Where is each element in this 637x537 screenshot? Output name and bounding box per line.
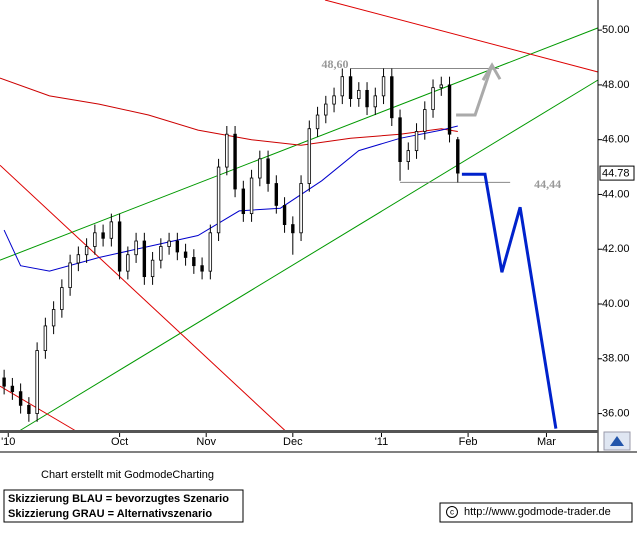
x-tick-label: Mar: [537, 436, 556, 448]
url: http://www.godmode-trader.de: [464, 506, 611, 518]
candle-body: [43, 325, 48, 351]
candle-body: [183, 251, 188, 258]
candle-body: [299, 183, 303, 234]
x-tick-label: Oct: [111, 436, 128, 448]
candle-body: [18, 391, 23, 406]
credit: Chart erstellt mit GodmodeCharting: [41, 469, 214, 481]
y-tick-label: 38.00: [602, 353, 630, 365]
trend-line: [19, 79, 599, 431]
candle-body: [365, 89, 369, 108]
trend-line: [0, 164, 286, 431]
candle-body: [406, 150, 410, 162]
scenario-blue: [461, 172, 558, 429]
candle-body: [307, 128, 312, 184]
y-tick-label: 46.00: [602, 134, 630, 146]
legend-box: [3, 489, 244, 523]
candle-body: [10, 385, 15, 393]
candle-body: [159, 246, 163, 261]
candle-body: [192, 257, 196, 267]
plot-area: [0, 0, 599, 431]
scenario-gray: [456, 64, 494, 117]
candle-body: [249, 177, 254, 215]
y-tick-label: 50.00: [602, 24, 630, 36]
candle-body: [398, 117, 402, 162]
trend-line: [0, 27, 599, 261]
candle-body: [150, 259, 155, 278]
y-tick-label: 42.00: [602, 243, 630, 255]
candle-body: [241, 188, 246, 215]
candle-body: [27, 404, 31, 414]
candle-body: [225, 133, 229, 168]
arrow-head: [481, 62, 502, 81]
candle-body: [76, 254, 81, 264]
candle-body: [447, 84, 452, 135]
candle-body: [109, 221, 114, 239]
x-tick-label: '10: [1, 436, 15, 448]
candle-body: [340, 76, 345, 97]
candle-body: [414, 131, 419, 152]
level-label: 48,60: [322, 57, 349, 71]
x-tick-label: Nov: [196, 436, 216, 448]
candle-body: [93, 232, 97, 247]
candle-body: [51, 309, 56, 327]
x-tick-label: '11: [375, 436, 389, 448]
candle-body: [266, 158, 270, 184]
candle-body: [456, 139, 460, 174]
candle-body: [233, 133, 237, 190]
candle-body: [348, 76, 353, 99]
y-tick-label: 48.00: [602, 79, 630, 91]
candle-body: [84, 246, 89, 256]
candle-body: [423, 109, 427, 132]
legend-blue: Skizzierung BLAU = bevorzugtes Szenario: [8, 493, 229, 505]
candle-body: [431, 87, 435, 110]
candle-body: [35, 350, 39, 414]
last-price-label: 44.78: [602, 168, 630, 180]
candle-body: [175, 240, 180, 253]
candle-body: [167, 240, 171, 247]
candle-body: [258, 158, 262, 179]
y-tick-label: 36.00: [602, 407, 630, 419]
candle-body: [208, 232, 213, 272]
candle-body: [381, 76, 386, 97]
candle-body: [117, 221, 122, 272]
y-tick-label: 40.00: [602, 298, 630, 310]
level-label: 44,44: [534, 177, 561, 191]
candle-body: [282, 205, 287, 225]
last-price-box: [599, 165, 635, 181]
bottom-axis: [0, 430, 598, 433]
copyright-letter: c: [450, 508, 454, 517]
trend-line: [324, 0, 599, 73]
candle-body: [390, 76, 394, 119]
copyright-icon: [446, 506, 458, 518]
candle-body: [134, 240, 138, 256]
candle-body: [291, 224, 295, 234]
candle-body: [357, 89, 361, 99]
legend-gray: Skizzierung GRAU = Alternativszenario: [8, 508, 212, 520]
candle-body: [60, 287, 64, 310]
y-tick-label: 44.00: [602, 188, 630, 200]
candle-body: [142, 240, 147, 278]
moving-average: [0, 77, 458, 146]
url-box: [439, 502, 633, 523]
candle-body: [439, 84, 443, 89]
candle-body: [101, 232, 105, 239]
candle-body: [332, 95, 336, 105]
x-tick-label: Feb: [459, 436, 478, 448]
x-tick-label: Dec: [283, 436, 303, 448]
candle-body: [68, 262, 72, 288]
candle-body: [126, 254, 130, 272]
candle-body: [315, 114, 320, 130]
candle-body: [216, 166, 221, 234]
candle-body: [2, 377, 6, 387]
candle-body: [274, 183, 279, 206]
candle-body: [373, 95, 377, 108]
candle-body: [324, 103, 328, 116]
candle-body: [200, 265, 204, 272]
scroll-icon-glyph: [610, 436, 624, 446]
